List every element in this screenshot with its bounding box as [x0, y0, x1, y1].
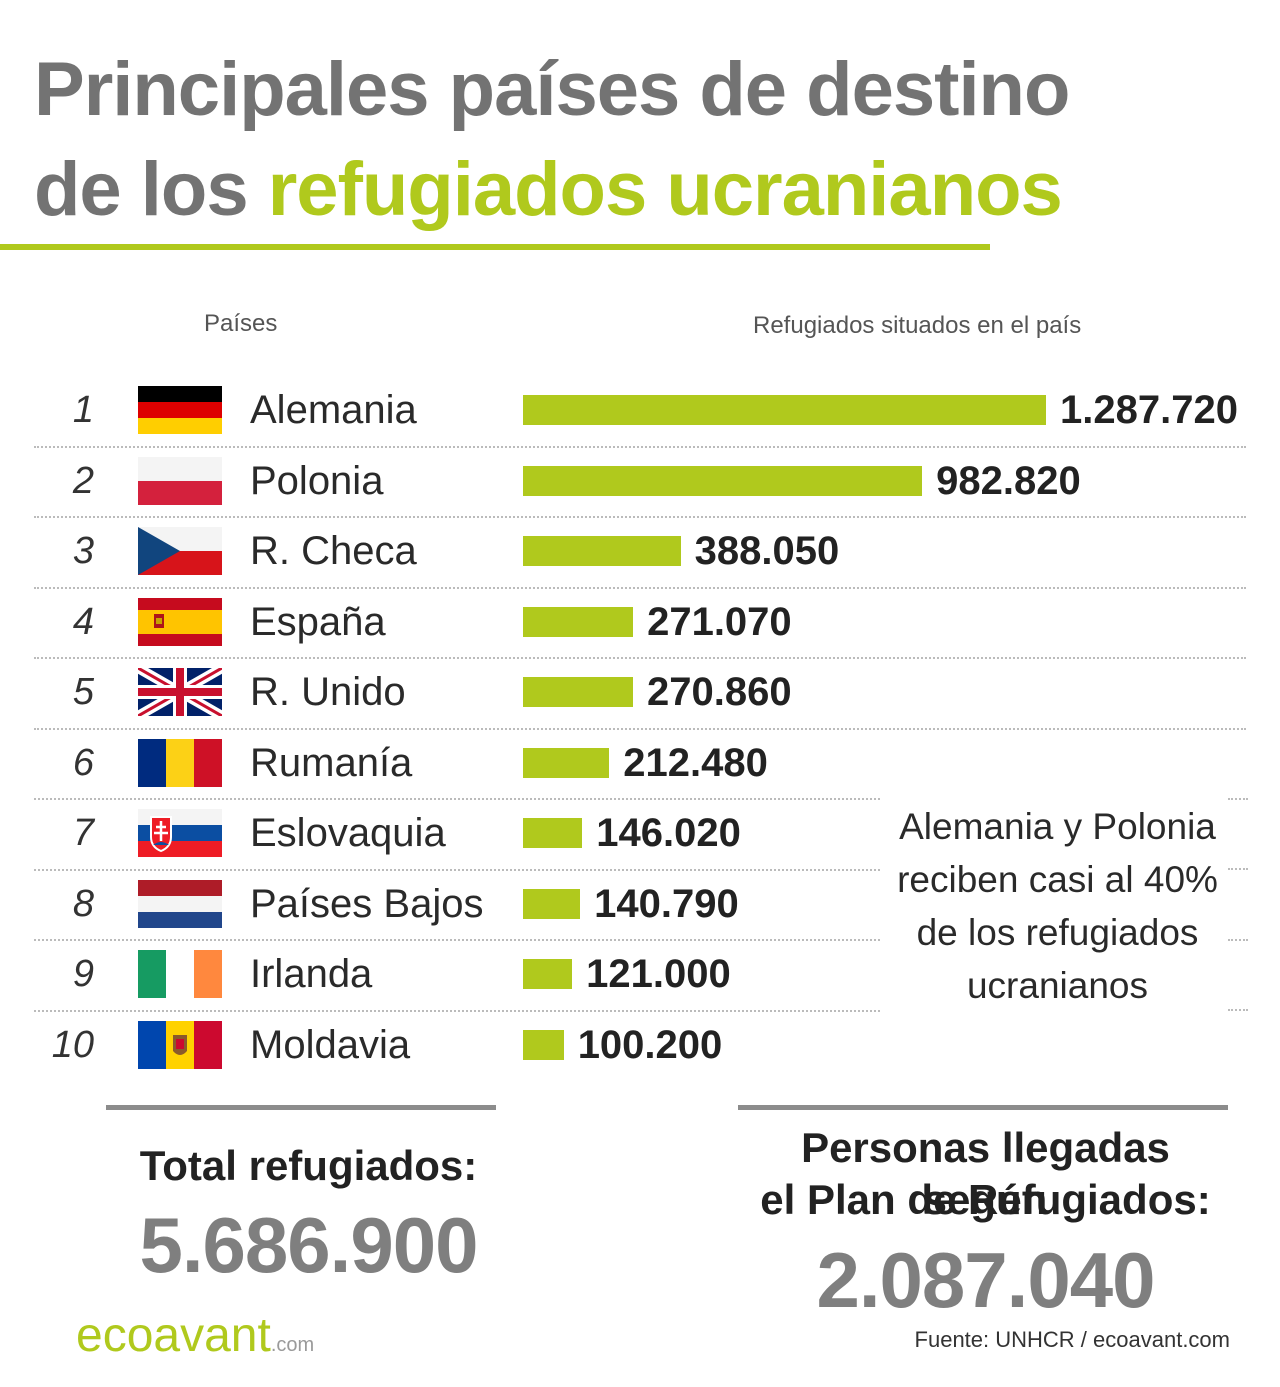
rank-number: 4	[72, 600, 94, 643]
row-divider	[34, 727, 1246, 730]
rank-number: 9	[72, 953, 94, 996]
plan-label-line-1: Personas llegadas según	[801, 1124, 1170, 1223]
title-line-2: de los refugiados ucranianos	[34, 140, 1069, 240]
country-label: Moldavia	[250, 1022, 411, 1067]
annotation-note: Alemania y Polonia reciben casi al 40% d…	[890, 800, 1225, 1012]
bar	[523, 1029, 564, 1060]
bar	[523, 465, 923, 496]
country-label: R. Unido	[250, 670, 406, 715]
bar	[523, 959, 573, 990]
rank-number: 6	[72, 741, 94, 784]
total-divider	[106, 1105, 496, 1110]
note-line: reciben casi al 40%	[897, 859, 1218, 900]
uk-flag	[138, 668, 222, 717]
logo-suffix: .com	[270, 1334, 315, 1356]
ireland-flag	[138, 950, 222, 999]
logo-text: ecoavant	[76, 1309, 271, 1362]
czech-flag	[138, 527, 222, 576]
total-refugees-value: 5.686.900	[139, 1201, 478, 1289]
country-label: Eslovaquia	[250, 811, 446, 856]
rank-number: 8	[72, 882, 94, 925]
total-refugees-label: Total refugiados:	[139, 1142, 478, 1189]
bar-value-label: 1.287.720	[1060, 388, 1238, 433]
bar	[523, 536, 681, 567]
page-title: Principales países de destino de los ref…	[34, 40, 1070, 240]
note-divider	[1228, 868, 1248, 870]
bar-value-label: 212.480	[623, 740, 768, 785]
note-divider	[1228, 1009, 1248, 1011]
bar-value-label: 388.050	[694, 529, 840, 574]
note-divider	[1228, 939, 1248, 941]
bar-value-label: 121.000	[586, 952, 731, 997]
country-label: R. Checa	[250, 529, 417, 574]
country-label: España	[250, 599, 386, 644]
bar	[523, 677, 633, 708]
rank-number: 2	[72, 459, 94, 502]
spain-flag	[138, 597, 222, 646]
rank-number: 10	[51, 1023, 94, 1066]
column-header-refugees: Refugiados situados en el país	[753, 312, 1082, 339]
bar-value-label: 100.200	[577, 1022, 723, 1067]
note-line: de los refugiados	[916, 912, 1199, 953]
country-label: Irlanda	[250, 952, 373, 997]
plan-value: 2.087.040	[816, 1236, 1155, 1324]
row-divider	[34, 445, 1246, 448]
rank-number: 3	[72, 530, 94, 573]
romania-flag	[138, 738, 222, 787]
bar	[523, 818, 583, 849]
note-divider	[1228, 798, 1248, 800]
germany-flag	[138, 386, 222, 435]
bar	[523, 888, 581, 919]
country-label: Alemania	[250, 388, 417, 433]
column-header-countries: Países	[204, 310, 278, 337]
netherlands-flag	[138, 879, 222, 928]
row-divider	[34, 939, 880, 941]
note-line: Alemania y Polonia	[899, 806, 1216, 847]
plan-divider	[738, 1105, 1228, 1110]
ecoavant-logo: ecoavant.com	[76, 1306, 314, 1375]
bar	[523, 395, 1046, 426]
bar-value-label: 140.790	[594, 881, 739, 926]
slovakia-flag	[138, 809, 222, 858]
row-divider	[34, 516, 1246, 518]
rank-number: 7	[72, 812, 94, 855]
country-label: Rumanía	[250, 740, 413, 785]
row-divider	[34, 798, 880, 800]
rank-number: 5	[72, 671, 94, 714]
bar	[523, 606, 634, 637]
plan-label-line-2: el Plan de Refugiados:	[760, 1176, 1211, 1223]
row-divider	[34, 1009, 880, 1012]
country-label: Países Bajos	[250, 881, 484, 926]
bar-value-label: 270.860	[647, 670, 792, 715]
poland-flag	[138, 456, 222, 505]
row-divider	[34, 657, 1246, 659]
moldova-flag	[138, 1020, 222, 1069]
title-line-2-accent: refugiados ucranianos	[267, 147, 1063, 232]
bar-value-label: 982.820	[936, 458, 1081, 503]
bar-value-label: 271.070	[647, 599, 792, 644]
rank-number: 1	[72, 389, 94, 432]
title-underline	[0, 244, 990, 250]
row-divider	[34, 868, 880, 871]
bar	[523, 747, 610, 778]
bar-value-label: 146.020	[596, 811, 741, 856]
title-line-2-plain: de los	[34, 147, 268, 232]
row-divider	[34, 586, 1246, 589]
title-line-1: Principales países de destino	[34, 47, 1070, 132]
country-label: Polonia	[250, 458, 384, 503]
source-credit: Fuente: UNHCR / ecoavant.com	[914, 1327, 1230, 1352]
note-line: ucranianos	[966, 965, 1148, 1006]
